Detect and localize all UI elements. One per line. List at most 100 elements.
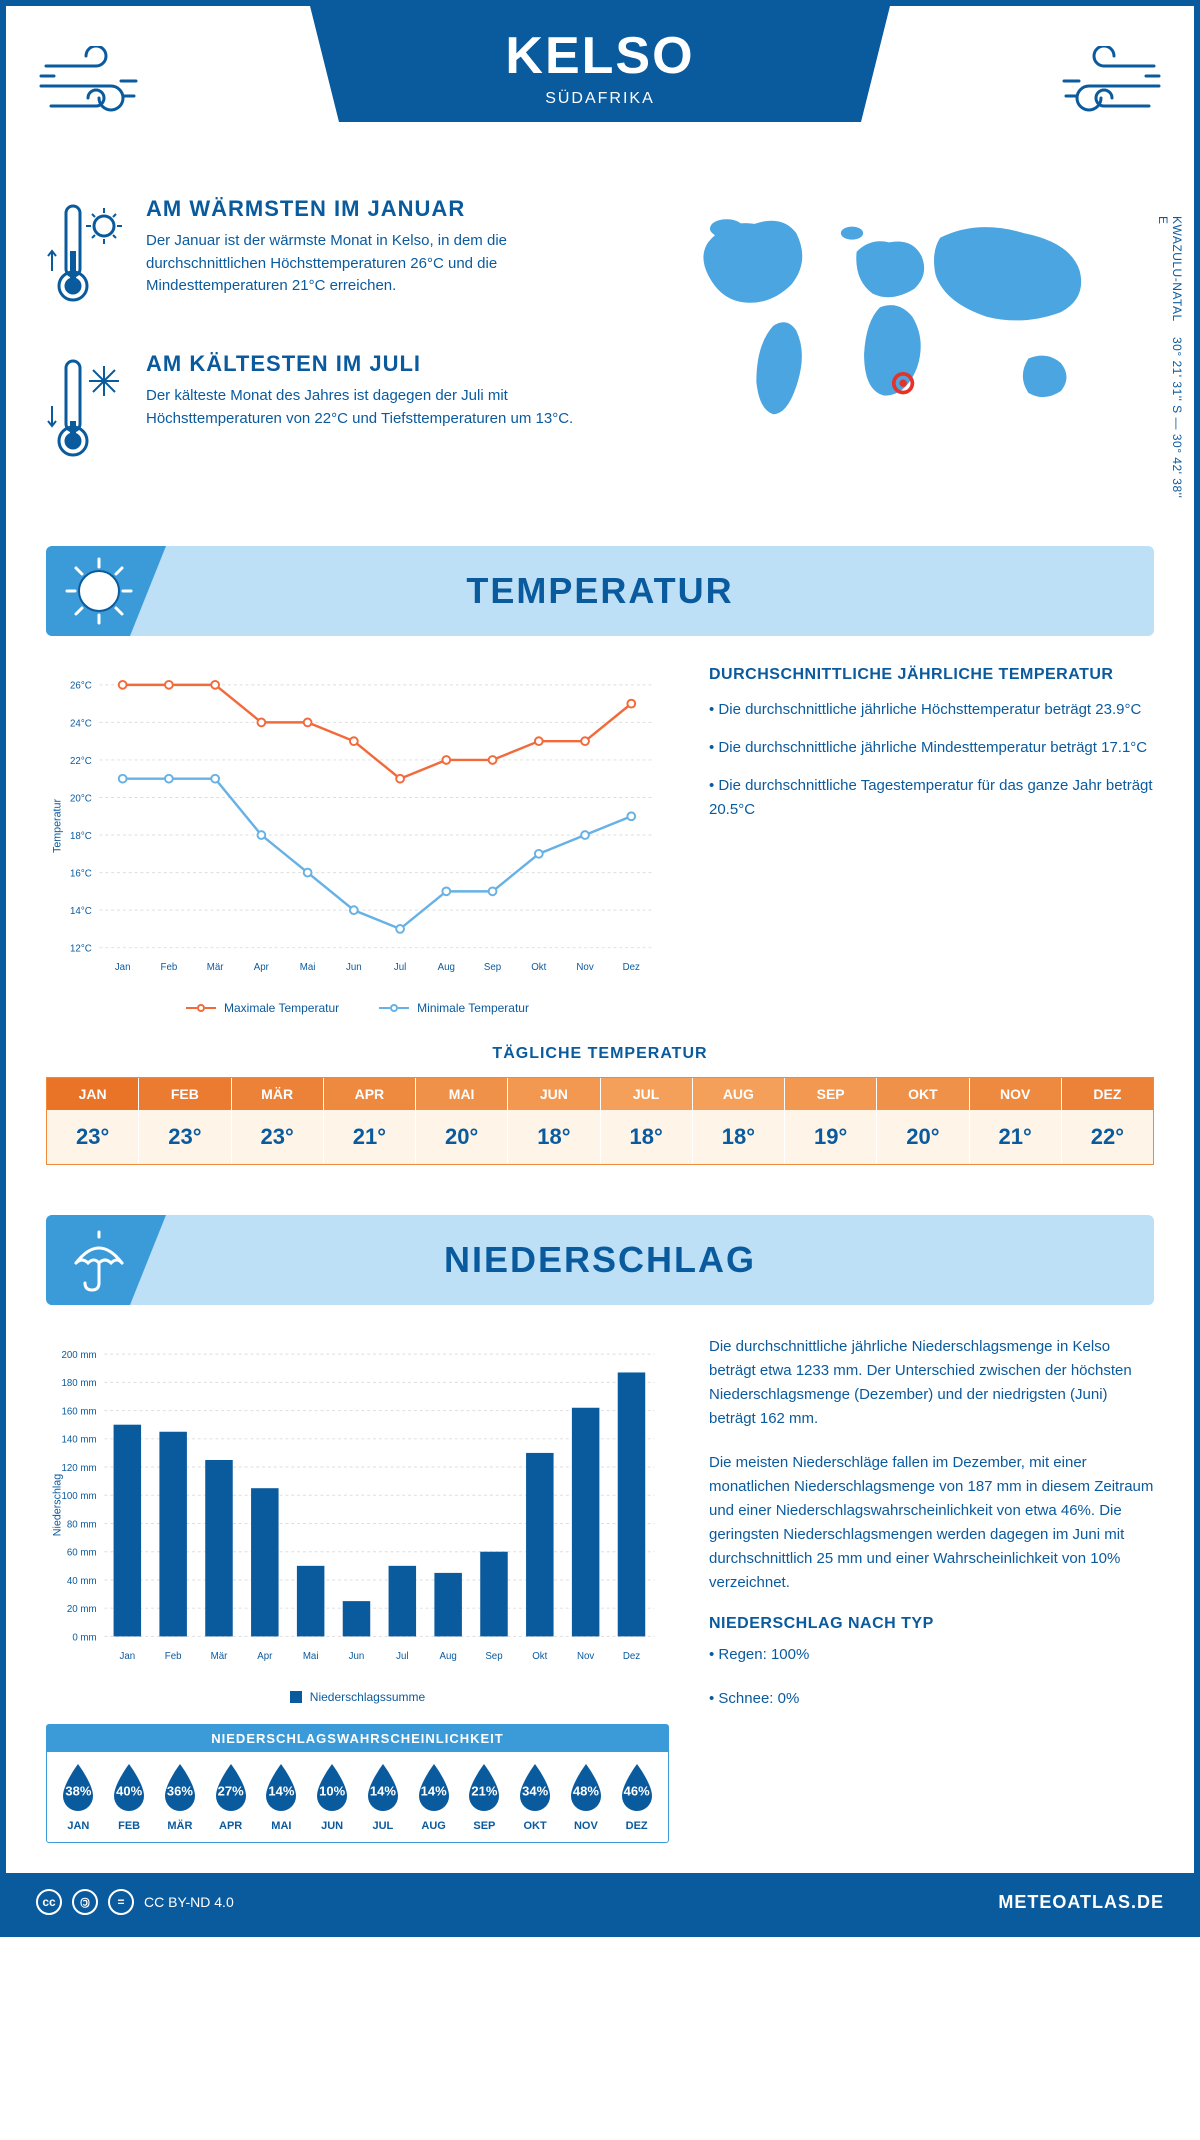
daily-value: 18° (508, 1110, 599, 1164)
daily-month: JAN (47, 1078, 138, 1110)
daily-value: 22° (1062, 1110, 1153, 1164)
prob-month: OKT (510, 1820, 561, 1832)
legend-precip: Niederschlagssumme (310, 1690, 425, 1704)
svg-text:14°C: 14°C (70, 906, 92, 917)
svg-text:Dez: Dez (623, 962, 640, 973)
temp-bullet: • Die durchschnittliche jährliche Höchst… (709, 698, 1154, 722)
svg-text:20°C: 20°C (70, 793, 92, 804)
prob-col: 14%MAI (256, 1762, 307, 1832)
header: KELSO SÜDAFRIKA (6, 6, 1194, 196)
svg-text:Dez: Dez (623, 1651, 640, 1662)
page-title: KELSO (410, 26, 790, 86)
prob-col: 27%APR (205, 1762, 256, 1832)
prob-month: DEZ (611, 1820, 662, 1832)
svg-text:12°C: 12°C (70, 944, 92, 955)
temp-info-title: DURCHSCHNITTLICHE JÄHRLICHE TEMPERATUR (709, 666, 1154, 684)
svg-text:Apr: Apr (254, 962, 270, 973)
daily-col: OKT20° (877, 1078, 969, 1164)
svg-text:Sep: Sep (485, 1651, 502, 1662)
daily-month: MÄR (232, 1078, 323, 1110)
license-text: CC BY-ND 4.0 (144, 1894, 234, 1910)
prob-col: 14% AUG (408, 1762, 459, 1832)
warmest-title: AM WÄRMSTEN IM JANUAR (146, 196, 585, 222)
daily-month: DEZ (1062, 1078, 1153, 1110)
daily-col: MAI20° (416, 1078, 508, 1164)
raindrop-icon: 14% (413, 1762, 455, 1814)
intro-section: AM WÄRMSTEN IM JANUAR Der Januar ist der… (46, 196, 1154, 506)
prob-col: 21% SEP (459, 1762, 510, 1832)
wind-icon (1044, 46, 1164, 126)
daily-col: JUN18° (508, 1078, 600, 1164)
raindrop-icon: 10% (311, 1762, 353, 1814)
precip-type: • Schnee: 0% (709, 1687, 1154, 1711)
sun-icon (64, 556, 134, 626)
warmest-block: AM WÄRMSTEN IM JANUAR Der Januar ist der… (46, 196, 585, 321)
svg-text:Apr: Apr (257, 1651, 273, 1662)
raindrop-icon: 46% (616, 1762, 658, 1814)
svg-text:18°C: 18°C (70, 831, 92, 842)
daily-col: SEP19° (785, 1078, 877, 1164)
daily-month: OKT (877, 1078, 968, 1110)
section-header-precipitation: NIEDERSCHLAG (46, 1215, 1154, 1305)
svg-text:Niederschlag: Niederschlag (52, 1474, 64, 1536)
prob-month: MAI (256, 1820, 307, 1832)
prob-title: NIEDERSCHLAGSWAHRSCHEINLICHKEIT (47, 1725, 668, 1752)
svg-text:Jun: Jun (346, 962, 362, 973)
svg-text:100 mm: 100 mm (62, 1491, 97, 1502)
prob-month: JUN (307, 1820, 358, 1832)
svg-text:140 mm: 140 mm (62, 1435, 97, 1446)
svg-text:120 mm: 120 mm (62, 1463, 97, 1474)
site-name: METEOATLAS.DE (998, 1892, 1164, 1913)
page: KELSO SÜDAFRIKA (0, 0, 1200, 1937)
temp-bullet: • Die durchschnittliche Tagestemperatur … (709, 774, 1154, 822)
svg-text:60 mm: 60 mm (67, 1548, 97, 1559)
prob-month: FEB (104, 1820, 155, 1832)
raindrop-icon: 21% (463, 1762, 505, 1814)
raindrop-icon: 34% (514, 1762, 556, 1814)
prob-month: JUL (358, 1820, 409, 1832)
prob-col: 48%NOV (561, 1762, 612, 1832)
prob-month: JAN (53, 1820, 104, 1832)
svg-text:Jan: Jan (119, 1651, 135, 1662)
precipitation-chart: 0 mm20 mm40 mm60 mm80 mm100 mm120 mm140 … (46, 1335, 669, 1704)
svg-text:Mai: Mai (300, 962, 316, 973)
legend-min: Minimale Temperatur (417, 1001, 529, 1015)
daily-col: NOV21° (970, 1078, 1062, 1164)
coldest-block: AM KÄLTESTEN IM JULI Der kälteste Monat … (46, 351, 585, 476)
precip-type-title: NIEDERSCHLAG NACH TYP (709, 1615, 1154, 1633)
page-subtitle: SÜDAFRIKA (410, 90, 790, 108)
svg-text:Aug: Aug (440, 1651, 457, 1662)
raindrop-icon: 27% (210, 1762, 252, 1814)
umbrella-icon (64, 1225, 134, 1295)
svg-text:40 mm: 40 mm (67, 1576, 97, 1587)
world-map (615, 196, 1154, 456)
thermometer-warm-icon (46, 196, 126, 316)
daily-value: 20° (877, 1110, 968, 1164)
svg-text:Aug: Aug (438, 962, 455, 973)
prob-col: 46% DEZ (611, 1762, 662, 1832)
prob-col: 34% OKT (510, 1762, 561, 1832)
coordinates: KWAZULU-NATAL 30° 21' 31'' S — 30° 42' 3… (1156, 216, 1184, 506)
svg-text:Feb: Feb (161, 962, 178, 973)
daily-value: 21° (324, 1110, 415, 1164)
daily-col: JAN23° (47, 1078, 139, 1164)
svg-text:22°C: 22°C (70, 756, 92, 767)
legend-max: Maximale Temperatur (224, 1001, 339, 1015)
prob-month: SEP (459, 1820, 510, 1832)
raindrop-icon: 14% (362, 1762, 404, 1814)
raindrop-icon: 36% (159, 1762, 201, 1814)
svg-text:Jun: Jun (349, 1651, 365, 1662)
precip-legend: Niederschlagssumme (46, 1690, 669, 1704)
daily-col: AUG18° (693, 1078, 785, 1164)
daily-month: NOV (970, 1078, 1061, 1110)
svg-text:Nov: Nov (576, 962, 593, 973)
prob-month: AUG (408, 1820, 459, 1832)
cc-icon: cc (36, 1889, 62, 1915)
region-label: KWAZULU-NATAL (1170, 216, 1184, 322)
precip-info: Die durchschnittliche jährliche Niedersc… (709, 1335, 1154, 1843)
daily-month: JUL (601, 1078, 692, 1110)
daily-col: FEB23° (139, 1078, 231, 1164)
svg-text:26°C: 26°C (70, 681, 92, 692)
precipitation-probability-box: NIEDERSCHLAGSWAHRSCHEINLICHKEIT 38%JAN40… (46, 1724, 669, 1843)
daily-temp-table: JAN23°FEB23°MÄR23°APR21°MAI20°JUN18°JUL1… (46, 1077, 1154, 1165)
